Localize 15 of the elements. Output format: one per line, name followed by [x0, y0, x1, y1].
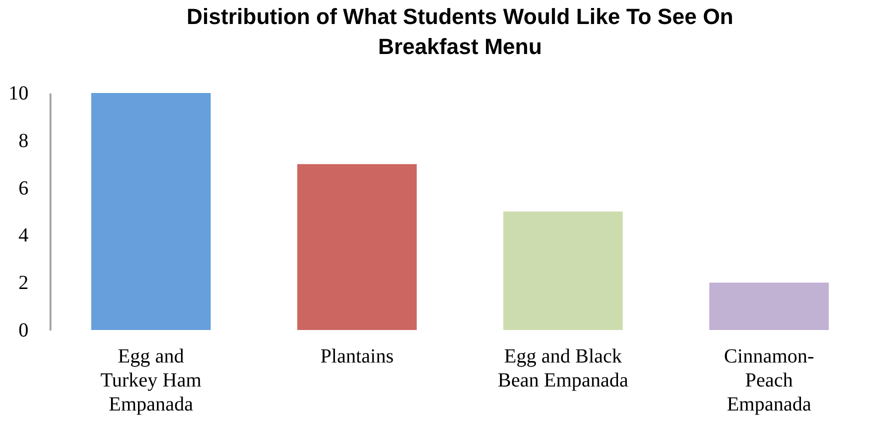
bar: [91, 93, 211, 330]
x-tick-label: Cinnamon-Peach Empanada: [724, 346, 814, 416]
chart-title: Distribution of What Students Would Like To See On Breakfast Menu: [186, 4, 734, 59]
y-tick-label: 10: [8, 82, 28, 104]
x-tick-label: Plantains: [320, 346, 394, 368]
y-tick-label: 2: [18, 272, 28, 294]
bar: [503, 212, 623, 330]
bar: [709, 282, 829, 330]
x-tick-label: Egg and Turkey Ham Empanada: [100, 346, 202, 416]
x-tick-label: Egg and Black Bean Empanada: [498, 346, 628, 392]
y-tick-label: 4: [18, 224, 28, 247]
y-tick-label: 6: [18, 177, 28, 200]
y-tick-label: 0: [18, 320, 28, 342]
bar: [297, 164, 417, 330]
y-tick-label: 8: [18, 130, 28, 152]
